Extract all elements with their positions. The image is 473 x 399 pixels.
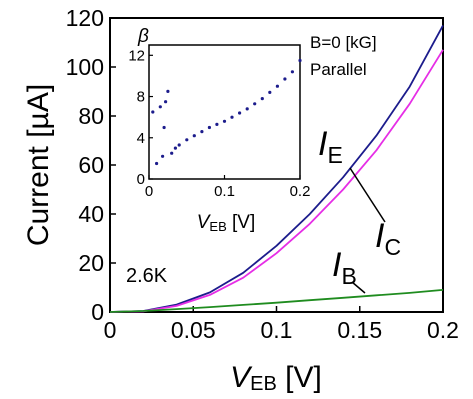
main-x-tick-label: 0.1 [261,317,293,343]
main-x-axis-title-unit: [V] [277,361,322,394]
inset-point [200,130,204,134]
inset-point [185,138,189,142]
inset-x-tick-label: 0.2 [290,183,311,200]
inset-y-ticks: 0 4 8 12 [128,47,153,188]
inset-y-tick-label: 12 [128,47,145,64]
main-series-group [109,24,444,313]
label-ic-sub: C [384,234,401,260]
label-ib: IB [332,246,357,289]
inset-background [149,45,300,179]
inset-point [155,161,159,166]
inset-point [177,143,181,147]
main-x-tick-label: 0 [104,317,117,343]
inset-point [268,90,272,94]
leader-line-ie [349,167,386,223]
main-y-ticks: 0 20 40 60 80 100 120 [66,5,116,325]
main-x-tick-label: 0.05 [171,317,216,343]
inset-point [162,125,166,130]
main-x-tick-label: 0.15 [337,317,382,343]
annotation-orientation: Parallel [310,60,367,79]
inset-x-tick-label: 0 [145,183,153,200]
series-line-i-b [109,289,444,313]
inset-y-tick-label: 4 [137,130,145,147]
main-x-ticks: 0 0.05 0.1 0.15 0.2 [104,306,459,343]
inset-point [192,134,196,138]
inset-x-axis-title: VEB [V] [197,212,256,234]
main-x-axis-title-sub: EB [250,373,277,395]
inset-points-group [151,58,302,166]
main-y-tick-label: 0 [91,299,104,325]
label-ic-main: I [375,217,385,255]
label-ie-sub: E [327,142,342,168]
label-ic: IC [375,217,401,260]
inset-point [275,84,279,88]
inset-point [253,102,257,106]
inset-title-beta: β [137,26,149,47]
inset-point [164,100,168,104]
series-line-i-c [109,49,444,313]
main-y-tick-label: 60 [78,152,104,178]
inset-point [151,110,155,114]
main-y-tick-label: 40 [78,201,104,227]
inset-point [173,146,177,150]
inset-point [290,70,294,74]
series-line-i-e [109,24,444,313]
inset-point [245,107,249,111]
main-x-axis-title-v: V [230,361,253,394]
main-x-axis-title: VEB [V] [230,361,322,395]
inset-point [161,154,165,158]
label-ie: IE [318,125,343,168]
inset-point [158,105,162,109]
inset-point [215,122,219,126]
inset-point [230,115,234,119]
inset-x-axis-title-sub: EB [209,219,226,234]
main-y-axis-title: Current [µA] [22,84,55,246]
inset-y-tick-label: 8 [137,89,145,106]
inset-point [207,125,211,130]
inset-x-ticks: 0 0.1 0.2 [145,175,311,200]
leader-line-ib [351,281,366,294]
main-y-tick-label: 80 [78,103,104,129]
inset-point [260,97,264,101]
inset-point [283,77,287,81]
inset-point [170,151,174,155]
inset-point [222,119,227,123]
inset-point [166,89,170,93]
inset-x-axis-title-v: V [197,212,212,233]
annotation-field: B=0 [kG] [310,33,377,52]
main-x-tick-label: 0.2 [427,317,459,343]
label-ib-sub: B [341,263,356,289]
inset-y-tick-label: 0 [137,171,145,188]
inset-x-axis-title-unit: [V] [227,212,256,233]
main-y-tick-label: 120 [66,5,104,31]
label-ie-main: I [318,125,328,163]
label-ib-main: I [332,246,342,284]
inset-point [298,58,302,63]
main-y-tick-label: 100 [66,54,104,80]
annotation-temperature: 2.6K [126,265,168,287]
inset-point [238,111,242,115]
inset-x-tick-label: 0.1 [214,183,235,200]
main-y-tick-label: 20 [78,250,104,276]
inset-plot: 0 0.1 0.2 0 4 8 12 β VEB [V] [128,26,310,234]
